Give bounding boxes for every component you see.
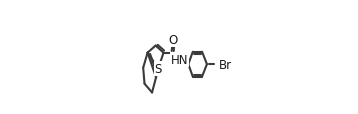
Text: Br: Br xyxy=(219,58,232,71)
Text: O: O xyxy=(169,34,178,47)
Text: S: S xyxy=(155,63,162,75)
Text: HN: HN xyxy=(171,53,188,66)
